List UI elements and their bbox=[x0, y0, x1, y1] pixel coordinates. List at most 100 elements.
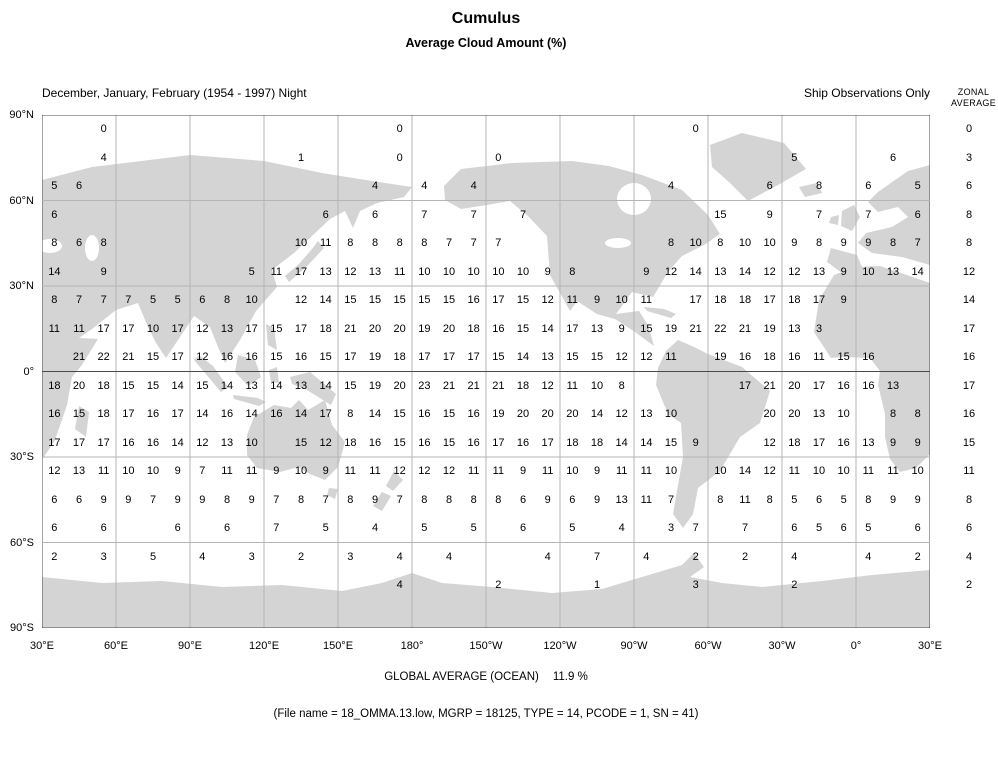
great-lakes bbox=[605, 238, 631, 248]
grid-cell-value: 11 bbox=[48, 322, 61, 335]
grid-cell-value: 12 bbox=[615, 351, 628, 364]
grid-cell-value: 9 bbox=[618, 322, 625, 335]
grid-cell-value: 16 bbox=[837, 436, 850, 449]
zonal-average-value: 11 bbox=[963, 465, 975, 478]
grid-cell-value: 21 bbox=[122, 351, 135, 364]
grid-cell-value: 7 bbox=[865, 208, 872, 221]
grid-cell-value: 9 bbox=[174, 493, 181, 506]
lon-axis-label: 30°W bbox=[768, 640, 796, 652]
zonal-average-value: 17 bbox=[962, 322, 976, 335]
grid-cell-value: 12 bbox=[763, 465, 776, 478]
grid-cell-value: 5 bbox=[865, 522, 872, 535]
grid-cell-value: 21 bbox=[492, 379, 505, 392]
grid-cell-value: 12 bbox=[640, 351, 653, 364]
grid-cell-value: 12 bbox=[344, 265, 357, 278]
island-britain bbox=[841, 205, 860, 231]
grid-cell-value: 16 bbox=[146, 436, 160, 449]
grid-cell-value: 4 bbox=[371, 180, 379, 193]
island-java bbox=[233, 395, 266, 406]
grid-cell-value: 6 bbox=[865, 180, 872, 193]
grid-cell-value: 21 bbox=[72, 351, 86, 364]
grid-cell-value: 11 bbox=[813, 351, 825, 364]
grid-cell-value: 15 bbox=[72, 408, 86, 421]
grid-cell-value: 12 bbox=[294, 294, 308, 307]
latitude-axis: 90°N 60°N 30°N 0° 30°S 60°S 90°S bbox=[0, 109, 37, 634]
grid-cell-value: 1 bbox=[593, 579, 601, 592]
grid-cell-value: 4 bbox=[470, 180, 477, 193]
grid-cell-value: 7 bbox=[421, 208, 428, 221]
grid-cell-value: 18 bbox=[516, 379, 530, 392]
grid-cell-value: 15 bbox=[319, 351, 332, 364]
zonal-average-value: 2 bbox=[965, 579, 973, 592]
grid-cell-value: 13 bbox=[294, 379, 308, 392]
grid-cell-value: 22 bbox=[714, 322, 727, 335]
grid-cell-value: 7 bbox=[692, 522, 699, 535]
grid-cell-value: 11 bbox=[640, 493, 653, 506]
grid-cell-value: 15 bbox=[344, 294, 357, 307]
region-iberia bbox=[827, 248, 862, 273]
grid-cell-value: 9 bbox=[692, 436, 699, 449]
grid-cell-value: 4 bbox=[791, 550, 798, 563]
grid-cell-value: 3 bbox=[100, 550, 107, 563]
grid-cell-value: 10 bbox=[442, 265, 456, 278]
zonal-average-header-line1: ZONAL bbox=[957, 87, 990, 97]
grid-cell-value: 21 bbox=[689, 322, 702, 335]
grid-cell-value: 14 bbox=[48, 265, 61, 278]
grid-cell-value: 6 bbox=[766, 180, 773, 193]
zonal-average-value: 0 bbox=[965, 123, 973, 136]
zonal-average-value: 12 bbox=[962, 265, 976, 278]
island-cuba bbox=[644, 307, 676, 318]
grid-cell-value: 11 bbox=[788, 465, 801, 478]
grid-cell-value: 12 bbox=[541, 294, 554, 307]
grid-cell-value: 18 bbox=[467, 322, 480, 335]
grid-cell-value: 20 bbox=[763, 408, 776, 421]
grid-cell-value: 15 bbox=[196, 379, 209, 392]
grid-cell-value: 11 bbox=[393, 265, 406, 278]
grid-cell-value: 17 bbox=[171, 408, 184, 421]
grid-cell-value: 4 bbox=[199, 550, 206, 563]
grid-cell-value: 8 bbox=[51, 294, 58, 307]
grid-cell-value: 9 bbox=[322, 465, 329, 478]
grid-cell-value: 17 bbox=[442, 351, 456, 364]
grid-cell-value: 17 bbox=[541, 436, 554, 449]
grid-cell-value: 16 bbox=[294, 351, 308, 364]
grid-cell-value: 12 bbox=[418, 465, 431, 478]
grid-cell-value: 18 bbox=[97, 379, 110, 392]
grid-cell-value: 19 bbox=[664, 322, 678, 335]
file-info-label: (File name = 18_OMMA.13.low, MGRP = 1812… bbox=[273, 708, 699, 720]
grid-cell-value: 6 bbox=[100, 522, 107, 535]
grid-cell-value: 21 bbox=[344, 322, 357, 335]
island-iceland bbox=[799, 183, 822, 197]
grid-cell-value: 8 bbox=[421, 237, 428, 250]
grid-cell-value: 19 bbox=[714, 351, 727, 364]
grid-cell-value: 8 bbox=[717, 237, 724, 250]
grid-cell-value: 12 bbox=[196, 436, 209, 449]
grid-cell-value: 0 bbox=[692, 123, 699, 136]
grid-cell-value: 14 bbox=[171, 379, 184, 392]
continent-north-america bbox=[444, 161, 720, 346]
grid-cell-value: 16 bbox=[122, 436, 135, 449]
grid-cell-value: 4 bbox=[396, 550, 403, 563]
grid-cell-value: 8 bbox=[396, 237, 403, 250]
grid-cell-value: 17 bbox=[566, 322, 579, 335]
grid-cell-value: 17 bbox=[48, 436, 61, 449]
zonal-average-value: 8 bbox=[965, 208, 973, 221]
grid-cell-value: 18 bbox=[590, 436, 604, 449]
grid-cell-value: 2 bbox=[741, 550, 749, 563]
grid-cell-value: 20 bbox=[788, 408, 801, 421]
grid-cell-value: 8 bbox=[815, 237, 823, 250]
grid-cell-value: 1 bbox=[297, 151, 305, 164]
grid-cell-value: 6 bbox=[519, 522, 527, 535]
grid-cell-value: 20 bbox=[788, 379, 801, 392]
global-average: GLOBAL AVERAGE (OCEAN) 11.9 % bbox=[0, 671, 972, 683]
grid-cell-value: 20 bbox=[368, 322, 382, 335]
grid-cell-value: 9 bbox=[914, 493, 921, 506]
grid-cell-value: 13 bbox=[220, 436, 234, 449]
lat-axis-label: 90°N bbox=[9, 109, 34, 121]
grid-cell-value: 14 bbox=[319, 294, 332, 307]
grid-cell-value: 11 bbox=[862, 465, 875, 478]
grid-cell-value: 8 bbox=[815, 180, 823, 193]
grid-cell-value: 13 bbox=[615, 493, 628, 506]
grid-cell-value: 6 bbox=[815, 493, 823, 506]
grid-cell-value: 16 bbox=[245, 351, 258, 364]
